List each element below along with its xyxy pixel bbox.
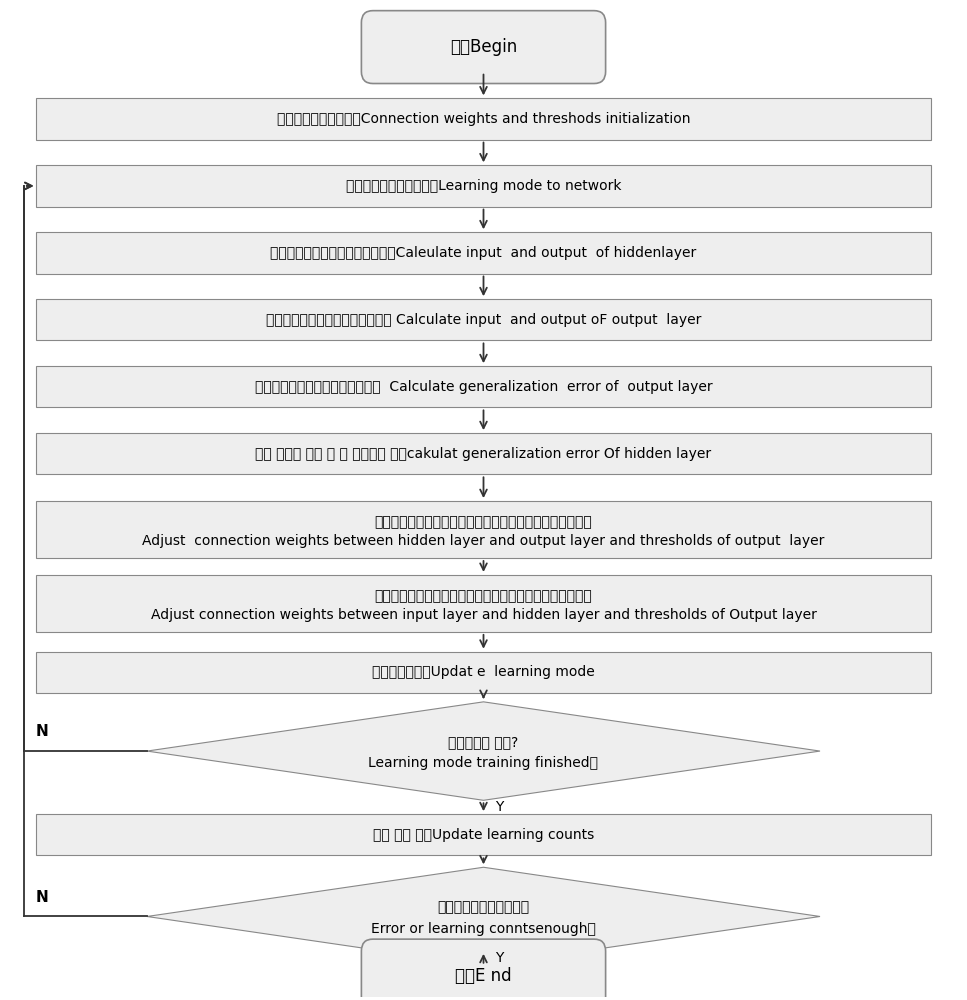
Bar — [37, 98, 930, 140]
Text: 调整输入层至隐藏层之间的连接权値及隐藏层各个单元阈値: 调整输入层至隐藏层之间的连接权値及隐藏层各个单元阈値 — [374, 589, 593, 603]
Text: 学习模式训 练完?: 学习模式训 练完? — [449, 735, 518, 749]
Text: Learning mode training finished？: Learning mode training finished？ — [368, 756, 599, 770]
Text: 计算隐藏层各个单元的净输入与输Caleulate input  and output  of hiddenlayer: 计算隐藏层各个单元的净输入与输Caleulate input and outpu… — [271, 246, 696, 260]
Bar — [37, 501, 930, 558]
Text: 更新学习模式对Updat e  learning mode: 更新学习模式对Updat e learning mode — [372, 665, 595, 679]
Bar — [37, 575, 930, 632]
Text: 将学习模式对提供给网绞Learning mode to network: 将学习模式对提供给网绞Learning mode to network — [346, 179, 621, 193]
Text: 结束E nd: 结束E nd — [455, 967, 512, 985]
Bar — [37, 433, 930, 474]
Bar — [37, 299, 930, 340]
Text: N: N — [36, 890, 48, 905]
Text: Adjust  connection weights between hidden layer and output layer and thresholds : Adjust connection weights between hidden… — [142, 534, 825, 548]
Text: 调整隐藏层至输出层之间的连接权値及输出层各个单元阈値: 调整隐藏层至输出层之间的连接权値及输出层各个单元阈値 — [374, 515, 593, 529]
Text: 开始Begin: 开始Begin — [450, 38, 517, 56]
Bar — [37, 814, 930, 855]
Text: 计算输出层各个单元的净输入与输 Calculate input  and output oF output  layer: 计算输出层各个单元的净输入与输 Calculate input and outp… — [266, 313, 701, 327]
Polygon shape — [147, 867, 820, 966]
Bar — [37, 165, 930, 207]
Text: Adjust connection weights between input layer and hidden layer and thresholds of: Adjust connection weights between input … — [151, 608, 816, 622]
Text: 更新 学习 次数Update learning counts: 更新 学习 次数Update learning counts — [373, 828, 594, 842]
Text: Y: Y — [495, 951, 504, 965]
Text: 计算 隐藏层 各个 单 元 的一般化 误巪cakulat generalization error Of hidden layer: 计算 隐藏层 各个 单 元 的一般化 误巪cakulat generalizat… — [255, 447, 712, 461]
Bar — [37, 652, 930, 693]
Text: 计算输出层各个单元的一般化误：  Calculate generalization  error of  output layer: 计算输出层各个单元的一般化误： Calculate generalization… — [254, 380, 713, 394]
Text: 连接权値及阈値初始化Connection weights and threshods initialization: 连接权値及阈値初始化Connection weights and thresho… — [277, 112, 690, 126]
Polygon shape — [147, 702, 820, 800]
Text: Error or learning conntsenough？: Error or learning conntsenough？ — [371, 922, 596, 936]
Bar — [37, 232, 930, 274]
Text: Y: Y — [495, 800, 504, 814]
FancyBboxPatch shape — [362, 11, 605, 84]
FancyBboxPatch shape — [362, 939, 605, 1000]
Text: N: N — [36, 724, 48, 739]
Bar — [37, 366, 930, 407]
Text: 误差达标或学习次数够？: 误差达标或学习次数够？ — [437, 901, 530, 915]
